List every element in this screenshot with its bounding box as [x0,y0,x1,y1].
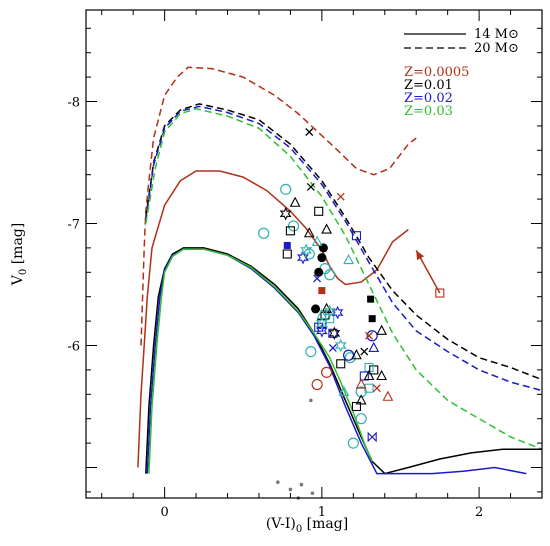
data-point-square-filled-10-0 [318,287,326,295]
data-point-cross-20-0 [336,192,345,201]
x-tick-label: 1 [318,505,326,520]
data-point-square-open-6-2 [351,231,362,241]
y-tick-label: -6 [67,340,80,355]
data-point-square-open-4-1 [285,226,295,236]
points-layer [258,128,445,500]
data-point-dot-22-4 [310,491,315,495]
data-point-triangle-open-11-2 [321,223,332,234]
data-point-triangle-open-11-4 [351,349,362,360]
data-point-triangle-open-12-3 [338,385,350,396]
data-point-cross-19-0 [313,274,322,283]
data-point-triangle-open-11-7 [355,394,367,405]
data-point-triangle-open-11-1 [303,227,315,238]
data-point-circle-open-0-6 [305,346,317,358]
data-point-square-open-4-2 [282,249,292,259]
track-Z002-m20 [145,105,542,392]
legend-z-label-0: Z=0.0005 [404,65,469,80]
x-tick-label: 2 [475,505,483,520]
legend-z-label-3: Z=0.03 [404,104,453,119]
data-point-square-open-4-5 [336,359,346,369]
data-point-star-open-16-1 [297,250,309,265]
data-point-star-open-15-1 [328,326,341,341]
data-point-star-open-15-0 [279,206,292,221]
data-point-triangle-open-11-5 [363,369,375,381]
arrow-layer [415,249,441,294]
data-point-cross-20-2 [365,331,373,340]
data-point-square-filled-9-0 [283,241,291,249]
x-tick-label: 0 [160,505,168,520]
data-point-circle-open-0-1 [258,227,270,239]
data-point-triangle-open-11-0 [289,196,301,207]
legend-mass-label-1: 20 M⊙ [474,41,519,56]
data-point-square-open-4-7 [369,365,379,375]
data-point-cross-18-0 [305,128,314,136]
data-point-circle-open-0-10 [355,413,367,425]
data-point-triangle-open-14-1 [355,378,367,389]
data-point-triangle-open-12-1 [343,253,355,265]
data-point-triangle-open-13-0 [368,341,380,352]
data-point-square-open-4-6 [351,401,362,412]
data-point-triangle-open-14-0 [382,390,394,401]
data-point-circle-open-0-7 [344,352,356,364]
legend-z-label-1: Z=0.01 [404,78,453,93]
track-Z00005-m20 [140,66,417,346]
data-point-circle-open-0-2 [287,220,300,232]
track-Z00005-m14 [137,170,409,468]
data-point-bowtie-21-0 [367,431,377,443]
x-axis-label: (V-I)0 [mag] [266,516,348,535]
data-point-circle-open-2-0 [311,378,323,391]
y-tick-label: -7 [67,218,80,233]
data-point-star-open-17-1 [315,316,328,331]
data-point-dot-22-1 [276,480,280,484]
arrow-head [416,250,425,261]
tick-labels-layer: 0 1 2 -6 -7 -8 [67,96,483,521]
data-point-circle-open-1-1 [366,330,378,342]
data-point-star-open-17-0 [300,243,313,258]
legend-mass-label-0: 14 M⊙ [474,27,519,42]
data-point-circle-open-2-1 [320,366,333,378]
data-point-circle-open-0-0 [280,183,292,195]
ticks-layer [86,10,543,498]
plot-frame [85,9,543,499]
data-point-circle-open-0-5 [324,269,336,281]
data-point-circle-filled-3-3 [314,267,324,277]
data-point-cross-19-1 [328,343,337,352]
data-point-square-open-4-0 [314,206,324,216]
data-point-cross-20-1 [372,384,381,393]
track-Z003-m14 [148,248,373,474]
data-point-triangle-open-11-6 [376,369,388,381]
data-point-dot-22-0 [309,398,313,403]
data-point-square-open-7-0 [435,288,445,298]
data-point-square-filled-8-0 [367,295,375,303]
data-point-circle-filled-3-0 [311,304,321,314]
data-point-cross-18-2 [360,347,369,356]
data-point-square-filled-8-1 [368,315,376,323]
data-point-cross-18-1 [306,182,315,191]
data-point-star-open-17-3 [334,338,347,353]
data-point-circle-open-0-9 [347,437,359,449]
tracks-layer [137,66,542,475]
data-point-triangle-open-12-0 [311,235,323,246]
data-point-dot-22-2 [288,487,293,492]
track-Z002-m14 [146,248,527,475]
data-point-star-open-16-2 [315,324,328,338]
data-point-triangle-open-11-8 [376,324,388,335]
data-point-dot-22-3 [299,482,304,487]
data-point-star-open-17-2 [323,304,336,319]
data-point-star-open-16-0 [331,305,344,320]
data-point-circle-filled-3-2 [317,253,327,263]
y-tick-label: -8 [67,96,80,111]
legend-z-label-2: Z=0.02 [404,91,453,106]
